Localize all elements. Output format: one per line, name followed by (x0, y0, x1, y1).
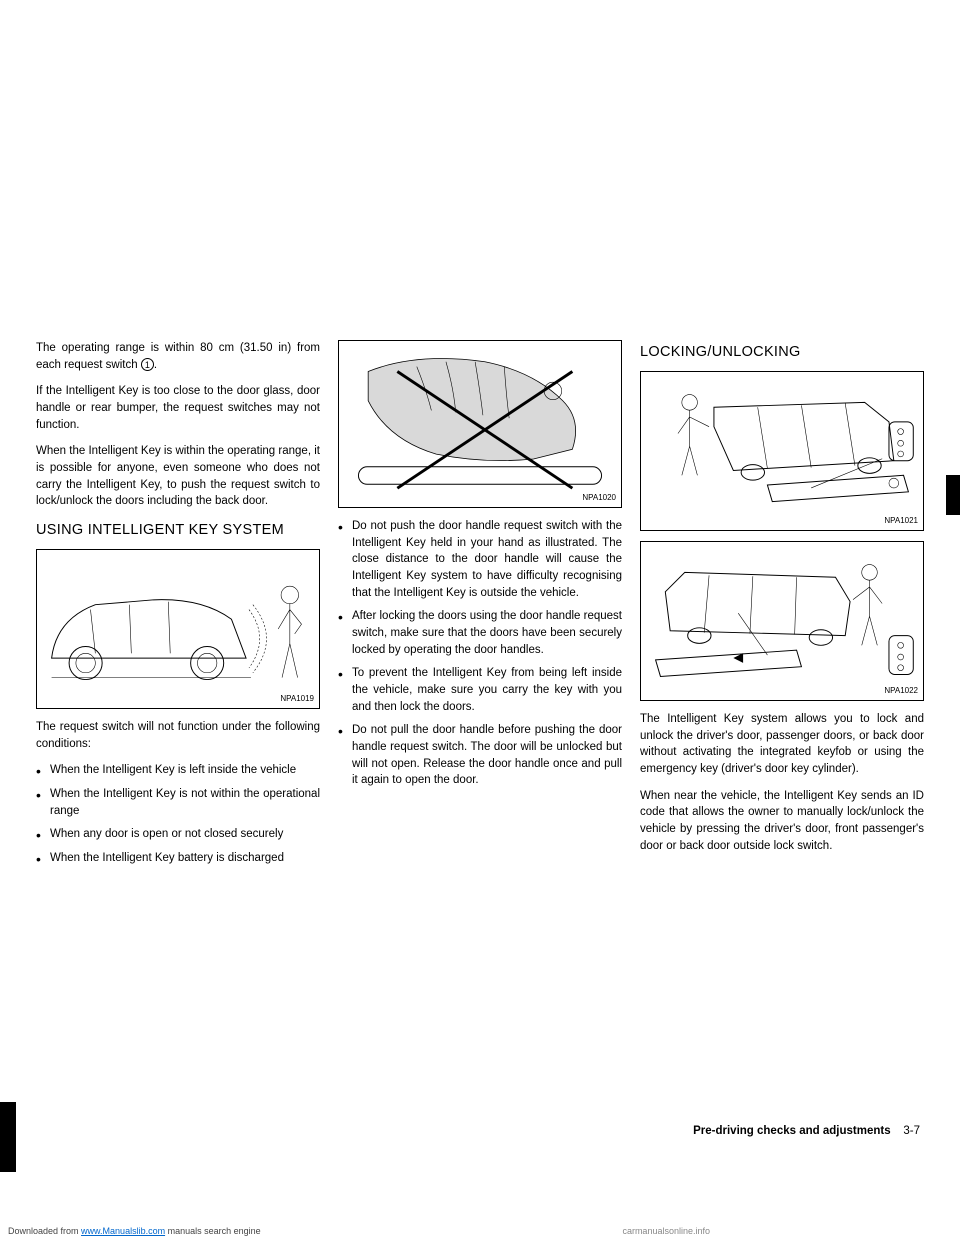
paragraph: The request switch will not function und… (36, 719, 320, 752)
list-item: Do not pull the door handle before pushi… (338, 722, 622, 789)
text-run: . (154, 359, 157, 371)
paragraph: If the Intelligent Key is too close to t… (36, 383, 320, 433)
callout-number-1: 1 (141, 358, 154, 371)
list-item: After locking the doors using the door h… (338, 608, 622, 658)
footer-page-number: 3-7 (903, 1125, 920, 1137)
list-item: When the Intelligent Key is left inside … (36, 762, 320, 779)
column-2: NPA1020 Do not push the door handle requ… (338, 340, 622, 875)
figure-caption: NPA1020 (582, 492, 616, 504)
text-run: Downloaded from (8, 1226, 81, 1236)
column-1: The operating range is within 80 cm (31.… (36, 340, 320, 875)
list-item: Do not push the door handle request swit… (338, 518, 622, 601)
page-side-tab (946, 475, 960, 515)
heading-using-intelligent-key: USING INTELLIGENT KEY SYSTEM (36, 520, 320, 541)
figure-npa1021: NPA1021 (640, 371, 924, 531)
paragraph: When the Intelligent Key is within the o… (36, 443, 320, 510)
paragraph: The operating range is within 80 cm (31.… (36, 340, 320, 373)
text-run: The operating range is within 80 cm (31.… (36, 342, 320, 371)
watermark-link[interactable]: www.Manualslib.com (81, 1226, 165, 1236)
figure-caption: NPA1022 (884, 685, 918, 697)
list-item: When the Intelligent Key battery is disc… (36, 850, 320, 867)
heading-locking-unlocking: LOCKING/UNLOCKING (640, 342, 924, 363)
text-run: manuals search engine (165, 1226, 261, 1236)
figure-npa1020: NPA1020 (338, 340, 622, 508)
paragraph: The Intelligent Key system allows you to… (640, 711, 924, 778)
figure-npa1019: NPA1019 (36, 549, 320, 709)
figure-npa1022: NPA1022 (640, 541, 924, 701)
list-item: When the Intelligent Key is not within t… (36, 786, 320, 819)
bullet-list: Do not push the door handle request swit… (338, 518, 622, 789)
watermark-manualslib: Downloaded from www.Manualslib.com manua… (8, 1226, 261, 1236)
figure-caption: NPA1019 (280, 693, 314, 705)
bullet-list: When the Intelligent Key is left inside … (36, 762, 320, 866)
footer-section-title: Pre-driving checks and adjustments (693, 1125, 890, 1137)
list-item: When any door is open or not closed secu… (36, 826, 320, 843)
page-corner-mark (0, 1102, 16, 1172)
figure-caption: NPA1021 (884, 515, 918, 527)
column-3: LOCKING/UNLOCKING NPA1 (640, 340, 924, 875)
paragraph: When near the vehicle, the Intelligent K… (640, 788, 924, 855)
watermark-carmanualsonline: carmanualsonline.info (622, 1226, 710, 1236)
page-footer: Pre-driving checks and adjustments 3-7 (693, 1125, 920, 1137)
list-item: To prevent the Intelligent Key from bein… (338, 665, 622, 715)
